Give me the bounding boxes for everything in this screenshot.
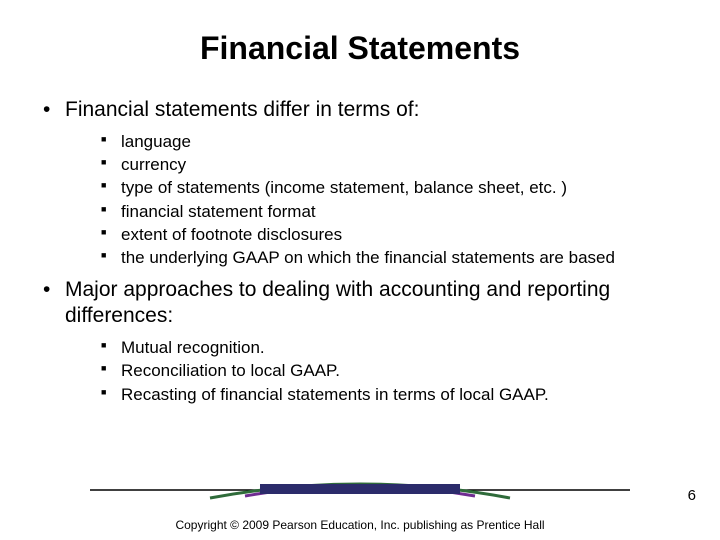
sub-bullet: the underlying GAAP on which the financi… xyxy=(101,247,685,269)
bullet-2: Major approaches to dealing with account… xyxy=(43,277,685,330)
sub-bullet: type of statements (income statement, ba… xyxy=(101,177,685,199)
footer-bar xyxy=(260,484,460,494)
sub-bullet: extent of footnote disclosures xyxy=(101,224,685,246)
footer-decoration xyxy=(90,480,630,508)
page-number: 6 xyxy=(688,487,696,504)
slide-content: Financial statements differ in terms of:… xyxy=(35,97,685,406)
sub-bullet: Mutual recognition. xyxy=(101,337,685,359)
footer: 6 Copyright © 2009 Pearson Education, In… xyxy=(0,480,720,540)
slide-title: Financial Statements xyxy=(35,30,685,67)
sub-bullet: currency xyxy=(101,154,685,176)
bullet-2-sublist: Mutual recognition. Reconciliation to lo… xyxy=(43,337,685,405)
sub-bullet: Reconciliation to local GAAP. xyxy=(101,360,685,382)
bullet-1: Financial statements differ in terms of: xyxy=(43,97,685,123)
sub-bullet: language xyxy=(101,131,685,153)
bullet-1-sublist: language currency type of statements (in… xyxy=(43,131,685,269)
sub-bullet: financial statement format xyxy=(101,201,685,223)
copyright-text: Copyright © 2009 Pearson Education, Inc.… xyxy=(0,518,720,532)
slide: Financial Statements Financial statement… xyxy=(0,0,720,540)
sub-bullet: Recasting of financial statements in ter… xyxy=(101,384,685,406)
